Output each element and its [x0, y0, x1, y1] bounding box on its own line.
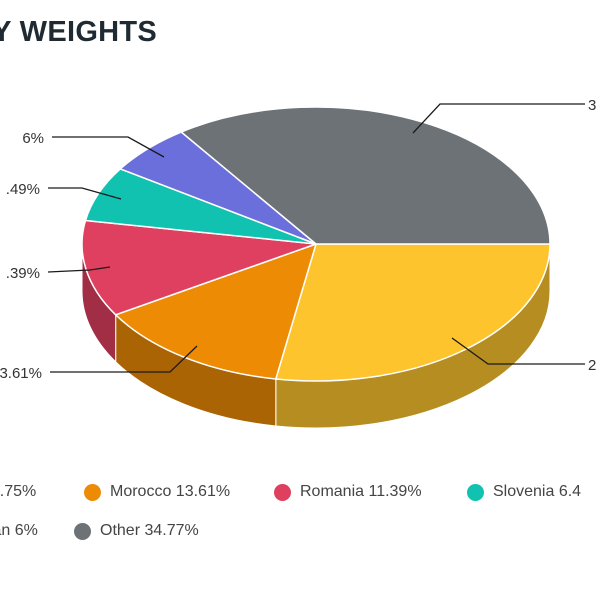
callout-label-2: 3.61% [0, 365, 42, 382]
pie-slice-2[interactable] [81, 219, 317, 316]
callout-line-4 [48, 187, 122, 200]
callout-line-2 [50, 345, 198, 373]
callout-line-0 [412, 103, 585, 134]
callout-label-0: 3 [588, 97, 596, 114]
callout-line-1 [451, 337, 585, 365]
chart-title: RY WEIGHTS [0, 16, 158, 48]
callout-label-4: .49% [6, 181, 40, 198]
callout-label-1: 2 [588, 357, 596, 374]
callout-label-5: 6% [22, 130, 44, 147]
callout-line-5 [52, 136, 165, 158]
pie-top-slices [81, 106, 551, 382]
pie-slice-1[interactable] [114, 242, 318, 380]
callout-label-3: .39% [6, 265, 40, 282]
callout-line-3 [47, 266, 111, 273]
pie-callouts: 3 2 3.61% .39% .49% 6% [0, 97, 596, 382]
